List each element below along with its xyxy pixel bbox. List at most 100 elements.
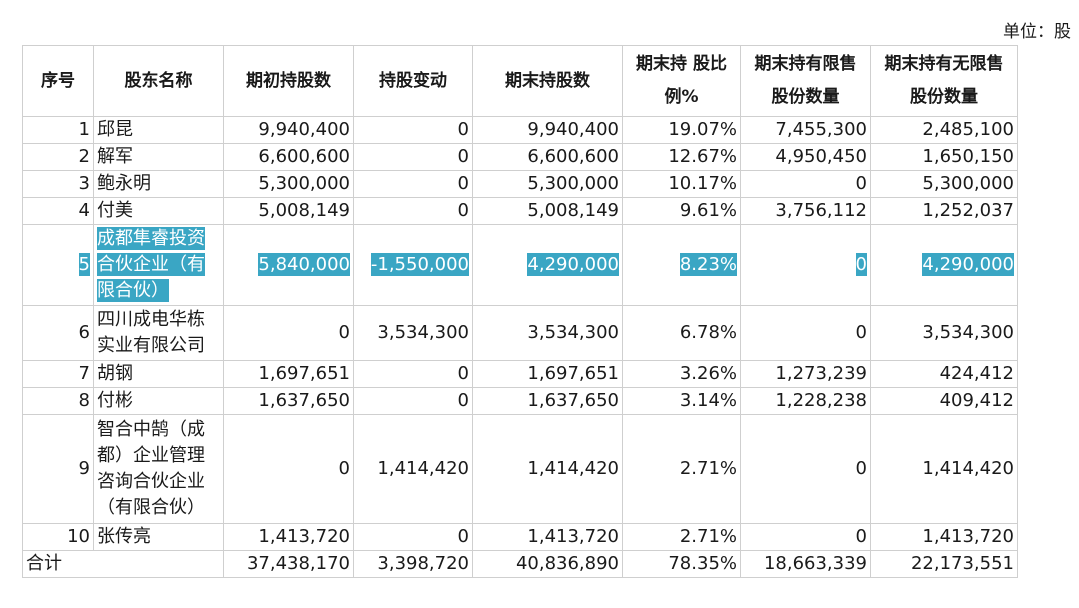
cell-restricted[interactable]: 7,455,300 (740, 116, 871, 144)
cell-initial[interactable]: 5,300,000 (223, 170, 354, 198)
table-row[interactable]: 2 解军 6,600,600 0 6,600,600 12.67% 4,950,… (22, 143, 1018, 171)
cell-unrestricted[interactable]: 3,534,300 (870, 305, 1018, 361)
cell-ratio[interactable]: 3.26% (622, 360, 741, 388)
cell-restricted[interactable]: 4,950,450 (740, 143, 871, 171)
cell-change[interactable]: 0 (353, 143, 473, 171)
cell-restricted[interactable]: 0 (740, 414, 871, 524)
total-label[interactable]: 合计 (22, 550, 224, 578)
cell-change[interactable]: 0 (353, 387, 473, 415)
cell-seq[interactable]: 10 (22, 523, 94, 551)
cell-seq[interactable]: 9 (22, 414, 94, 524)
total-ending[interactable]: 40,836,890 (472, 550, 623, 578)
cell-initial[interactable]: 0 (223, 305, 354, 361)
cell-name[interactable]: 邱昆 (93, 116, 224, 144)
header-ending: 期末持股数 (472, 45, 623, 117)
cell-ratio[interactable]: 2.71% (622, 414, 741, 524)
cell-ending[interactable]: 1,637,650 (472, 387, 623, 415)
cell-change[interactable]: 0 (353, 523, 473, 551)
cell-change[interactable]: 0 (353, 170, 473, 198)
cell-unrestricted-text: 4,290,000 (922, 253, 1014, 276)
cell-change[interactable]: 0 (353, 360, 473, 388)
cell-seq[interactable]: 1 (22, 116, 94, 144)
cell-unrestricted[interactable]: 2,485,100 (870, 116, 1018, 144)
cell-ratio[interactable]: 10.17% (622, 170, 741, 198)
cell-unrestricted[interactable]: 1,414,420 (870, 414, 1018, 524)
cell-ending[interactable]: 9,940,400 (472, 116, 623, 144)
cell-initial[interactable]: 1,697,651 (223, 360, 354, 388)
cell-name[interactable]: 鲍永明 (93, 170, 224, 198)
cell-ratio[interactable]: 2.71% (622, 523, 741, 551)
cell-change[interactable]: 1,414,420 (353, 414, 473, 524)
cell-name[interactable]: 胡钢 (93, 360, 224, 388)
cell-seq[interactable]: 3 (22, 170, 94, 198)
table-row[interactable]: 6 四川成电华栋实业有限公司 0 3,534,300 3,534,300 6.7… (22, 305, 1018, 361)
cell-ratio[interactable]: 12.67% (622, 143, 741, 171)
cell-seq[interactable]: 6 (22, 305, 94, 361)
total-change[interactable]: 3,398,720 (353, 550, 473, 578)
cell-initial[interactable]: 1,413,720 (223, 523, 354, 551)
table-row[interactable]: 4 付美 5,008,149 0 5,008,149 9.61% 3,756,1… (22, 197, 1018, 225)
cell-restricted[interactable]: 0 (740, 305, 871, 361)
cell-name[interactable]: 智合中鹄（成都）企业管理咨询合伙企业（有限合伙） (93, 414, 224, 524)
cell-ending[interactable]: 1,413,720 (472, 523, 623, 551)
cell-change[interactable]: 0 (353, 116, 473, 144)
cell-restricted[interactable]: 0 (740, 523, 871, 551)
total-row[interactable]: 合计 37,438,170 3,398,720 40,836,890 78.35… (22, 550, 1018, 578)
cell-restricted[interactable]: 0 (740, 224, 871, 306)
cell-unrestricted[interactable]: 409,412 (870, 387, 1018, 415)
cell-unrestricted[interactable]: 1,413,720 (870, 523, 1018, 551)
total-unrestricted[interactable]: 22,173,551 (870, 550, 1018, 578)
total-restricted[interactable]: 18,663,339 (740, 550, 871, 578)
table-row[interactable]: 9 智合中鹄（成都）企业管理咨询合伙企业（有限合伙） 0 1,414,420 1… (22, 414, 1018, 524)
cell-restricted[interactable]: 1,228,238 (740, 387, 871, 415)
total-ratio[interactable]: 78.35% (622, 550, 741, 578)
cell-restricted[interactable]: 3,756,112 (740, 197, 871, 225)
cell-initial[interactable]: 6,600,600 (223, 143, 354, 171)
cell-change[interactable]: 0 (353, 197, 473, 225)
cell-name[interactable]: 付美 (93, 197, 224, 225)
cell-restricted[interactable]: 0 (740, 170, 871, 198)
cell-ratio[interactable]: 19.07% (622, 116, 741, 144)
cell-change[interactable]: -1,550,000 (353, 224, 473, 306)
cell-seq[interactable]: 7 (22, 360, 94, 388)
cell-seq[interactable]: 5 (22, 224, 94, 306)
cell-ratio[interactable]: 9.61% (622, 197, 741, 225)
cell-initial[interactable]: 5,008,149 (223, 197, 354, 225)
cell-ratio[interactable]: 3.14% (622, 387, 741, 415)
cell-ending[interactable]: 3,534,300 (472, 305, 623, 361)
table-row[interactable]: 10 张传亮 1,413,720 0 1,413,720 2.71% 0 1,4… (22, 523, 1018, 551)
cell-name[interactable]: 四川成电华栋实业有限公司 (93, 305, 224, 361)
cell-unrestricted[interactable]: 4,290,000 (870, 224, 1018, 306)
cell-ratio[interactable]: 8.23% (622, 224, 741, 306)
cell-ending[interactable]: 6,600,600 (472, 143, 623, 171)
cell-initial[interactable]: 5,840,000 (223, 224, 354, 306)
cell-initial[interactable]: 1,637,650 (223, 387, 354, 415)
cell-unrestricted[interactable]: 5,300,000 (870, 170, 1018, 198)
total-initial[interactable]: 37,438,170 (223, 550, 354, 578)
cell-unrestricted[interactable]: 1,650,150 (870, 143, 1018, 171)
table-row[interactable]: 1 邱昆 9,940,400 0 9,940,400 19.07% 7,455,… (22, 116, 1018, 144)
cell-ending[interactable]: 4,290,000 (472, 224, 623, 306)
table-row[interactable]: 8 付彬 1,637,650 0 1,637,650 3.14% 1,228,2… (22, 387, 1018, 415)
cell-ending[interactable]: 5,300,000 (472, 170, 623, 198)
cell-name[interactable]: 付彬 (93, 387, 224, 415)
cell-initial[interactable]: 9,940,400 (223, 116, 354, 144)
cell-seq[interactable]: 2 (22, 143, 94, 171)
cell-ending[interactable]: 1,414,420 (472, 414, 623, 524)
table-row-selected[interactable]: 5 成都隼睿投资合伙企业（有限合伙） 5,840,000 -1,550,000 … (22, 224, 1018, 306)
table-row[interactable]: 7 胡钢 1,697,651 0 1,697,651 3.26% 1,273,2… (22, 360, 1018, 388)
table-row[interactable]: 3 鲍永明 5,300,000 0 5,300,000 10.17% 0 5,3… (22, 170, 1018, 198)
cell-seq[interactable]: 8 (22, 387, 94, 415)
cell-name[interactable]: 解军 (93, 143, 224, 171)
cell-name[interactable]: 张传亮 (93, 523, 224, 551)
cell-ratio[interactable]: 6.78% (622, 305, 741, 361)
cell-ending[interactable]: 5,008,149 (472, 197, 623, 225)
cell-restricted[interactable]: 1,273,239 (740, 360, 871, 388)
cell-name[interactable]: 成都隼睿投资合伙企业（有限合伙） (93, 224, 224, 306)
cell-ending[interactable]: 1,697,651 (472, 360, 623, 388)
cell-unrestricted[interactable]: 424,412 (870, 360, 1018, 388)
cell-initial[interactable]: 0 (223, 414, 354, 524)
cell-change[interactable]: 3,534,300 (353, 305, 473, 361)
cell-seq[interactable]: 4 (22, 197, 94, 225)
cell-unrestricted[interactable]: 1,252,037 (870, 197, 1018, 225)
